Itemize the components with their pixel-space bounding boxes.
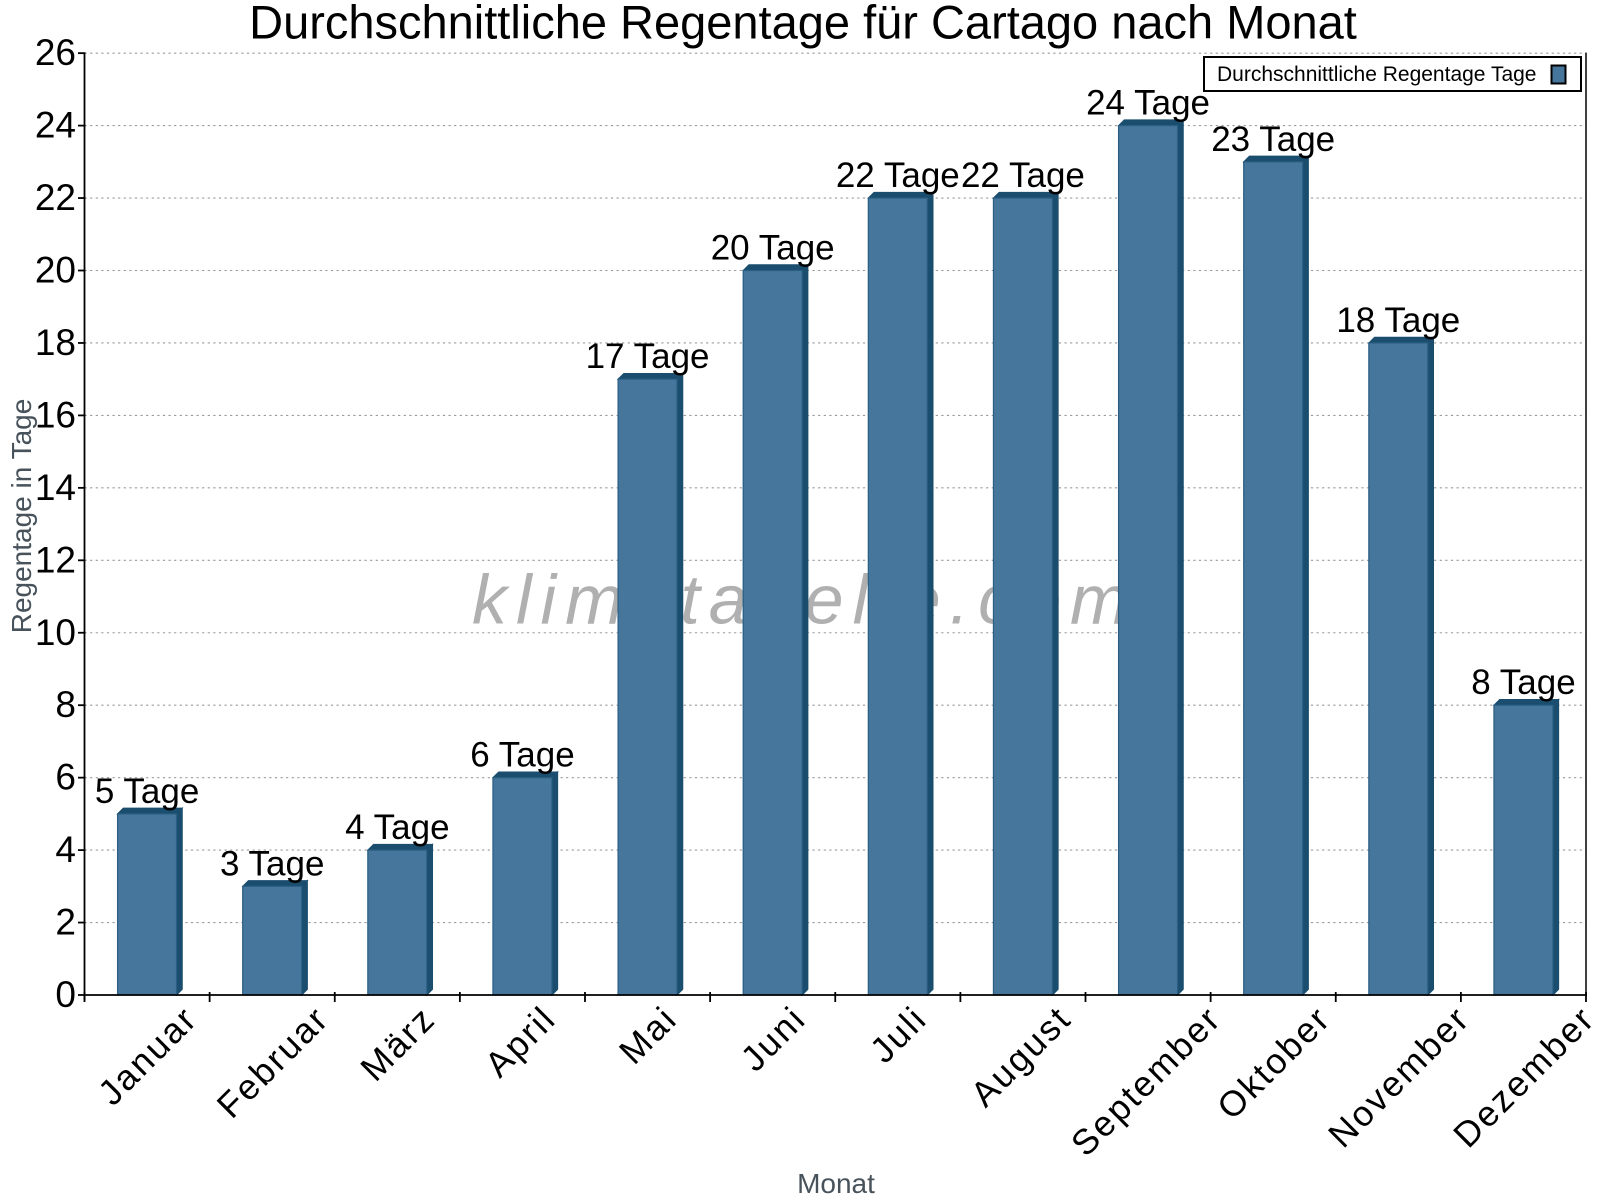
svg-text:18: 18 bbox=[35, 322, 76, 363]
svg-text:4 Tage: 4 Tage bbox=[345, 808, 449, 847]
svg-text:18 Tage: 18 Tage bbox=[1336, 301, 1460, 340]
svg-text:23 Tage: 23 Tage bbox=[1211, 120, 1335, 159]
svg-text:17 Tage: 17 Tage bbox=[586, 337, 710, 376]
svg-text:10: 10 bbox=[35, 612, 76, 653]
svg-text:Durchschnittliche Regentage Ta: Durchschnittliche Regentage Tage bbox=[1217, 63, 1536, 86]
svg-text:2: 2 bbox=[55, 902, 76, 943]
svg-text:20 Tage: 20 Tage bbox=[711, 229, 835, 268]
svg-text:3 Tage: 3 Tage bbox=[220, 844, 324, 883]
svg-text:14: 14 bbox=[35, 467, 76, 508]
svg-text:Monat: Monat bbox=[797, 1168, 875, 1199]
svg-text:22: 22 bbox=[35, 177, 76, 218]
svg-text:20: 20 bbox=[35, 250, 76, 291]
svg-text:24 Tage: 24 Tage bbox=[1086, 84, 1210, 123]
svg-text:6: 6 bbox=[55, 757, 76, 798]
svg-text:22 Tage: 22 Tage bbox=[836, 156, 960, 195]
svg-text:4: 4 bbox=[55, 829, 76, 870]
svg-text:8 Tage: 8 Tage bbox=[1471, 663, 1575, 702]
svg-text:Regentage in Tage: Regentage in Tage bbox=[6, 399, 37, 634]
svg-text:8: 8 bbox=[55, 684, 76, 725]
svg-text:0: 0 bbox=[55, 974, 76, 1015]
svg-text:Durchschnittliche Regentage fü: Durchschnittliche Regentage für Cartago … bbox=[249, 0, 1357, 49]
svg-text:16: 16 bbox=[35, 394, 76, 435]
svg-text:26: 26 bbox=[35, 32, 76, 73]
svg-text:22 Tage: 22 Tage bbox=[961, 156, 1085, 195]
svg-text:24: 24 bbox=[35, 105, 76, 146]
svg-text:12: 12 bbox=[35, 539, 76, 580]
svg-text:5 Tage: 5 Tage bbox=[95, 772, 199, 811]
svg-text:6 Tage: 6 Tage bbox=[470, 736, 574, 775]
